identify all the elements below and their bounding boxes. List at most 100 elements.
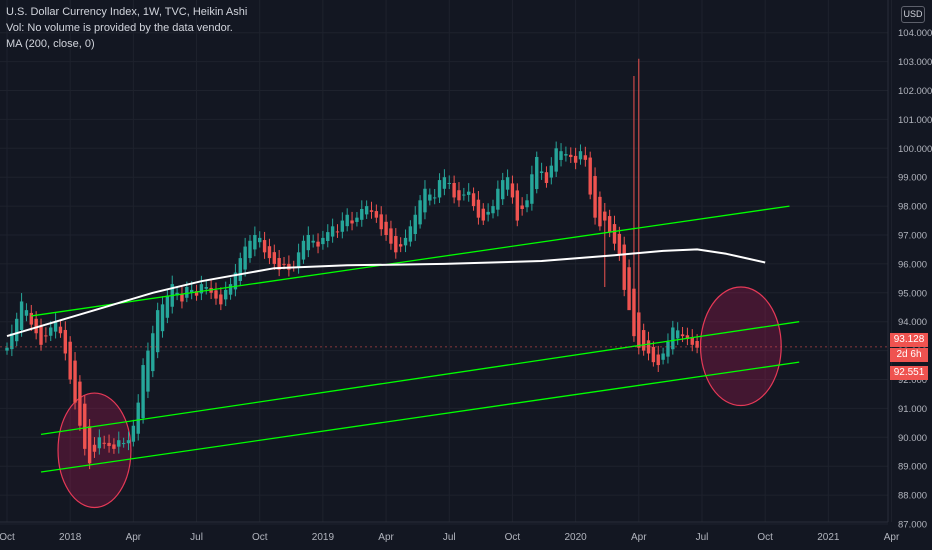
candle-body [496,188,500,210]
candle-body [228,284,233,295]
candle-body [617,233,622,256]
candle-body [160,304,165,332]
candle-body [262,240,267,253]
candle-body [690,337,694,345]
candle-body [248,240,252,259]
candle-body [73,360,77,403]
candle-body [350,220,354,224]
price-tick-label: 94.000 [898,317,927,328]
candle-body [447,182,451,184]
candle-body [471,193,476,207]
candle-body [481,208,485,221]
candle-body [394,236,398,253]
time-tick-label: Apr [631,532,647,543]
price-tick-label: 97.000 [898,231,927,242]
moving-average-polyline [6,248,766,338]
price-tick-label: 95.000 [898,288,927,299]
candle-body [29,312,33,325]
time-tick-label: Oct [757,532,773,543]
candle-body [583,155,588,160]
candle-body [588,157,592,195]
candle-body [646,340,651,354]
highlight-ellipse [699,286,782,407]
candle-body [15,318,19,342]
candle-body [607,216,612,233]
candle-body [612,224,617,244]
ma-legend[interactable]: MA (200, close, 0) [6,38,95,50]
candle-body [408,226,413,242]
candle-body [549,165,554,178]
candle-body [326,232,330,242]
price-axis[interactable]: 87.00088.00089.00090.00091.00092.00093.0… [887,0,932,531]
candlesticks [5,58,699,470]
candle-body [194,291,199,296]
candle-body [151,333,155,372]
trend-lines [0,205,888,473]
candle-body [569,154,573,157]
time-tick-label: 2020 [564,532,587,543]
candle-body [515,190,519,221]
candle-body [535,156,539,190]
countdown-tag: 2d 6h [890,348,928,362]
candle-body [175,292,179,296]
candle-body [243,246,247,270]
candle-body [267,246,272,259]
candle-body [486,211,490,215]
candle-body [53,321,58,332]
candle-body [525,200,529,208]
candle-body [340,220,345,232]
candle-body [165,295,170,318]
candle-body [199,284,204,294]
time-tick-label: Apr [126,532,142,543]
candle-body [675,330,680,339]
candle-body [136,402,140,434]
candle-body [457,190,461,201]
candle-body [559,151,563,160]
candle-body [622,244,626,290]
symbol-title[interactable]: U.S. Dollar Currency Index, 1W, TVC, Hei… [6,6,248,18]
candle-body [121,443,126,445]
candle-body [63,329,68,354]
candle-body [306,235,311,251]
candle-body [49,327,53,336]
candle-body [78,381,82,426]
candle-body [224,289,228,300]
candle-body [442,177,447,189]
candle-body [102,442,106,444]
price-tick-label: 92.000 [898,375,927,386]
candle-body [432,197,437,199]
candle-body [58,326,63,334]
trend-line [40,361,800,473]
candle-body [476,199,481,218]
candle-body [107,442,111,446]
candle-body [530,174,534,204]
candle-body [141,365,145,419]
price-tick-label: 88.000 [898,491,927,502]
volume-legend[interactable]: Vol: No volume is provided by the data v… [6,22,233,34]
currency-button[interactable]: USD [901,6,925,23]
candle-body [185,287,189,298]
candle-body [627,267,631,311]
candle-body [44,335,48,337]
candle-body [19,301,24,331]
candle-body [661,353,665,360]
time-tick-label: 2021 [817,532,840,543]
candle-body [437,180,442,198]
time-tick-label: 2018 [59,532,82,543]
candle-body [97,437,102,449]
time-tick-label: 2019 [312,532,335,543]
candle-body [10,333,14,350]
price-tick-label: 101.000 [898,115,932,126]
candle-body [685,335,690,340]
candle-body [539,171,544,174]
candle-body [296,252,301,267]
candle-body [189,289,194,293]
trend-line [31,205,790,317]
price-tick-label: 102.000 [898,86,932,97]
time-axis[interactable]: Oct 2018 Apr Jul Oct 2019 Apr Jul Oct 2020 Apr Jul O… [0,521,900,543]
candle-body [180,294,184,302]
candle-body [364,206,369,215]
candle-body [423,188,427,213]
candle-body [360,208,364,220]
